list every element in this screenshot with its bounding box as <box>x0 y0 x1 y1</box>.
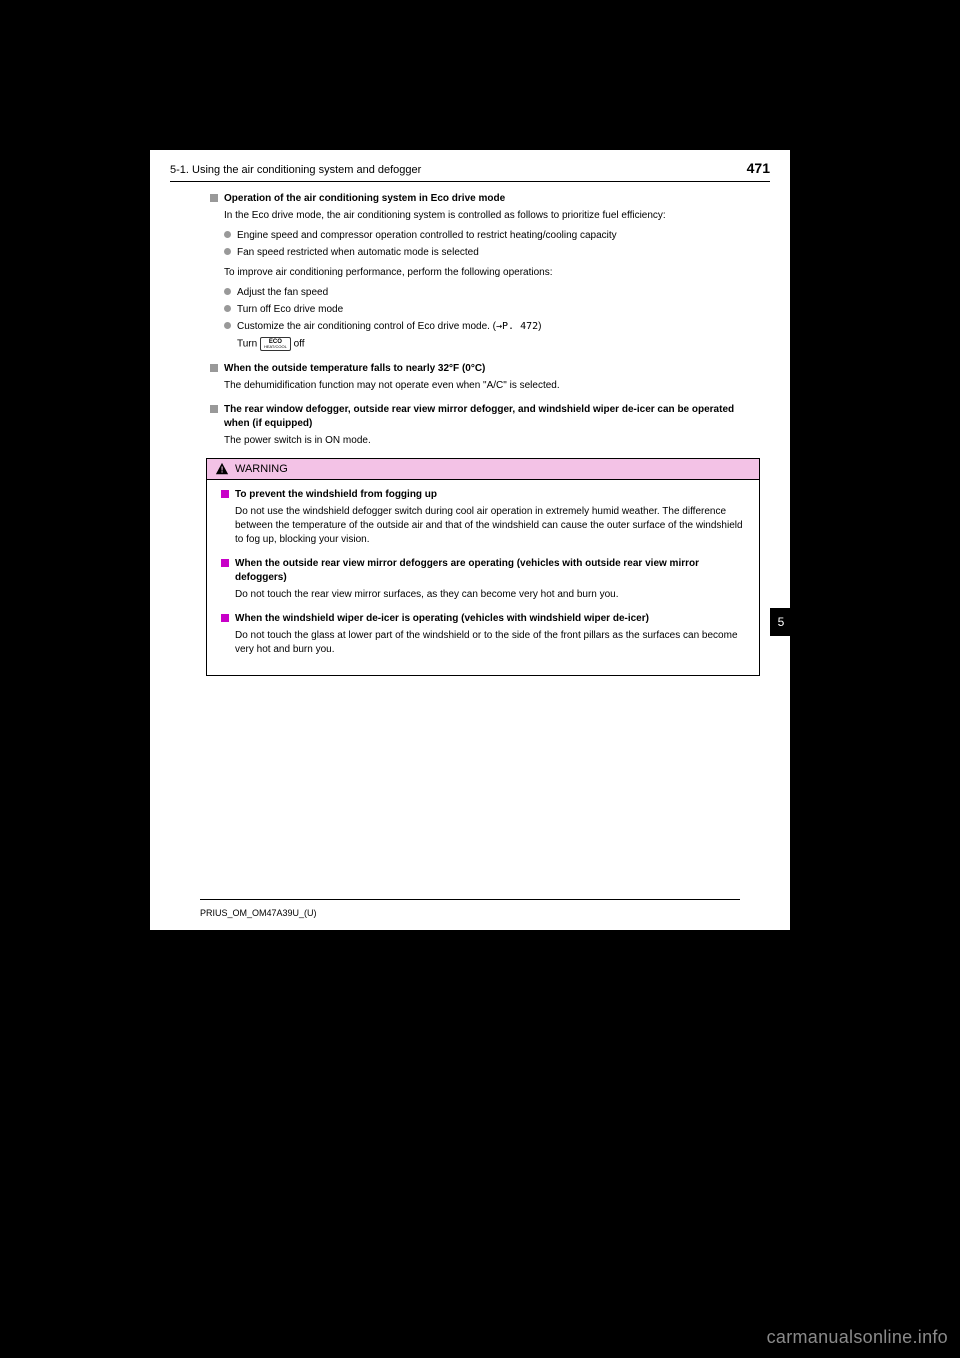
round-bullet-icon <box>224 322 231 329</box>
warning-header: ! WARNING <box>207 459 759 480</box>
section-body: In the Eco drive mode, the air condition… <box>210 209 760 223</box>
square-bullet-icon <box>210 405 218 413</box>
page-reference: →P. 472 <box>496 321 538 332</box>
document-code: PRIUS_OM_OM47A39U_(U) <box>200 908 317 918</box>
square-bullet-magenta-icon <box>221 490 229 498</box>
sub-item: Engine speed and compressor operation co… <box>237 229 617 243</box>
warning-item-title: To prevent the windshield from fogging u… <box>235 488 437 502</box>
chapter-number: 5 <box>778 615 785 629</box>
footer-rule <box>200 899 740 900</box>
chapter-tab: 5 <box>770 608 792 636</box>
warning-item-body: Do not use the windshield defogger switc… <box>221 505 745 547</box>
section-eco: Operation of the air conditioning system… <box>210 192 760 352</box>
round-bullet-icon <box>224 288 231 295</box>
square-bullet-icon <box>210 364 218 372</box>
watermark: carmanualsonline.info <box>767 1327 948 1348</box>
warning-body: To prevent the windshield from fogging u… <box>207 480 759 675</box>
text-fragment: Turn <box>237 339 257 350</box>
warning-item-title: When the windshield wiper de-icer is ope… <box>235 612 649 626</box>
warning-triangle-icon: ! <box>215 462 229 476</box>
section-title: When the outside temperature falls to ne… <box>224 362 485 376</box>
section-title: Operation of the air conditioning system… <box>224 192 505 206</box>
page-number: 471 <box>747 160 770 176</box>
section-fogging: When the outside temperature falls to ne… <box>210 362 760 393</box>
svg-text:!: ! <box>221 465 224 474</box>
eco-body-text: To improve air conditioning performance,… <box>210 266 760 280</box>
header-rule <box>170 181 770 182</box>
section-title: The rear window defogger, outside rear v… <box>224 403 760 431</box>
warning-box: ! WARNING To prevent the windshield from… <box>206 458 760 676</box>
section-body: The power switch is in ON mode. <box>210 434 760 448</box>
warning-item-body: Do not touch the rear view mirror surfac… <box>221 588 745 602</box>
square-bullet-icon <box>210 194 218 202</box>
section-path: 5-1. Using the air conditioning system a… <box>170 164 421 176</box>
round-bullet-icon <box>224 305 231 312</box>
warning-item-body: Do not touch the glass at lower part of … <box>221 629 745 657</box>
sub-item: Adjust the fan speed <box>237 286 328 300</box>
sub-item: Turn off Eco drive mode <box>237 303 343 317</box>
page-header: 5-1. Using the air conditioning system a… <box>150 150 790 181</box>
section-body: The dehumidification function may not op… <box>210 379 760 393</box>
eco-heatcool-button-icon: ECO HEAT/COOL <box>260 337 291 351</box>
eco-icon-line: Turn ECO HEAT/COOL off <box>224 337 760 352</box>
icon-label-bottom: HEAT/COOL <box>264 345 287 349</box>
text-fragment: ) <box>538 321 541 332</box>
sub-item: Fan speed restricted when automatic mode… <box>237 246 479 260</box>
text-fragment: Customize the air conditioning control o… <box>237 321 496 332</box>
manual-page: 5-1. Using the air conditioning system a… <box>150 150 790 930</box>
section-rear-defogger: The rear window defogger, outside rear v… <box>210 403 760 448</box>
round-bullet-icon <box>224 231 231 238</box>
square-bullet-magenta-icon <box>221 559 229 567</box>
text-fragment: off <box>294 339 305 350</box>
round-bullet-icon <box>224 248 231 255</box>
sub-item: Customize the air conditioning control o… <box>237 320 542 334</box>
content-area: Operation of the air conditioning system… <box>150 192 790 448</box>
warning-title: WARNING <box>235 463 288 475</box>
warning-item-title: When the outside rear view mirror defogg… <box>235 557 745 585</box>
square-bullet-magenta-icon <box>221 614 229 622</box>
